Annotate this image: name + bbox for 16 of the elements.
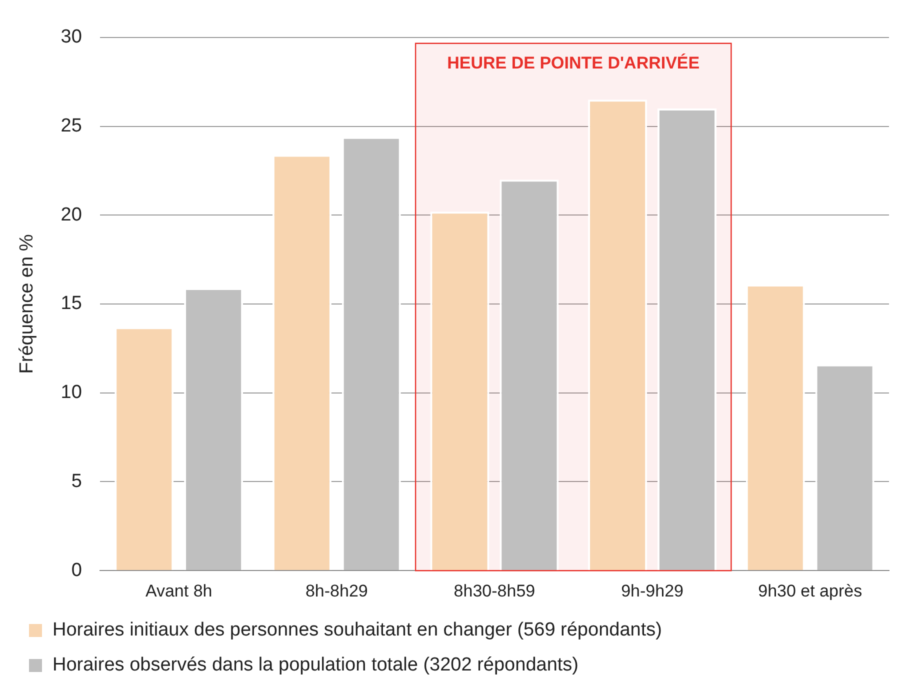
y-tick-label: 30	[60, 26, 82, 48]
x-tick-label: Avant 8h	[145, 581, 212, 600]
legend-label: Horaires observés dans la population totale (3202 répondants)	[52, 654, 578, 676]
y-tick-label: 25	[60, 116, 82, 136]
x-tick-label: 8h-8h29	[305, 581, 368, 600]
legend-label: Horaires initiaux des personnes souhaitant en changer (569 répondants)	[52, 620, 662, 641]
x-tick-label: 9h30 et après	[758, 581, 862, 600]
y-tick-label: 15	[60, 293, 82, 314]
y-tick-label: 0	[71, 560, 82, 581]
y-tick-label: 10	[60, 382, 82, 404]
y-tick-label: 20	[60, 204, 82, 226]
x-tick-label: 9h-9h29	[621, 581, 684, 600]
y-axis-title: Fréquence en %	[16, 234, 38, 374]
x-tick-label: 8h30-8h59	[454, 581, 536, 600]
y-tick-label: 5	[71, 470, 82, 492]
band-label: HEURE DE POINTE D'ARRIVÉE	[447, 52, 700, 73]
